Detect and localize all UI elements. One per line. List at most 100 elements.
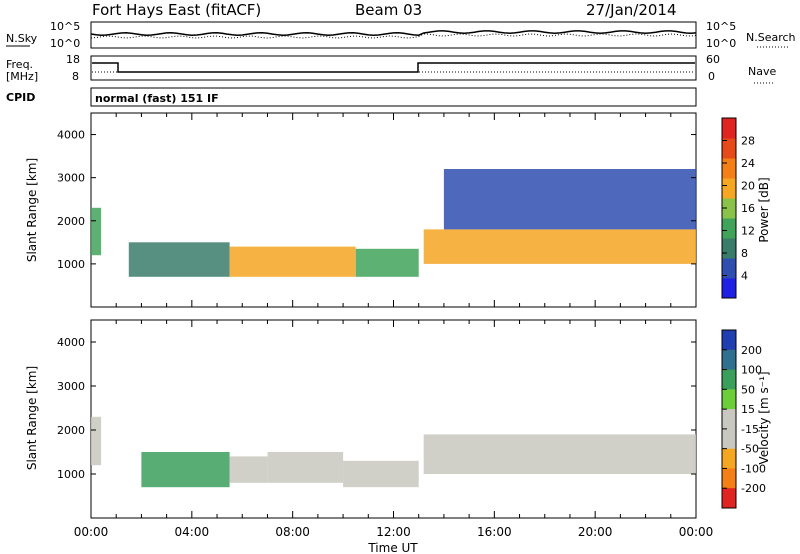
y-tick-label: 2000 bbox=[57, 424, 85, 437]
power-y-ticks: 1000 2000 3000 4000 bbox=[57, 129, 696, 271]
colorbar-segment bbox=[722, 468, 736, 489]
colorbar-segment bbox=[722, 278, 736, 299]
colorbar-tick-label: -200 bbox=[741, 482, 766, 495]
velocity-colorbar-label: Velocity [m s⁻¹] bbox=[757, 371, 771, 464]
noise-right-tick-high: 10^5 bbox=[706, 20, 736, 33]
freq-panel-frame bbox=[90, 55, 697, 81]
scatter-region bbox=[355, 248, 419, 277]
time-tick-label: 12:00 bbox=[376, 525, 411, 539]
time-tick-label: 04:00 bbox=[175, 525, 210, 539]
freq-label-line2: [MHz] bbox=[6, 70, 38, 83]
colorbar-tick-label: 12 bbox=[741, 225, 755, 238]
power-ylabel: Slant Range [km] bbox=[25, 158, 39, 262]
noise-left-tick-high: 10^5 bbox=[50, 20, 80, 33]
figure-title: Fort Hays East (fitACF) bbox=[92, 1, 261, 19]
colorbar-segment bbox=[722, 158, 736, 179]
colorbar-tick-label: 8 bbox=[741, 247, 748, 260]
nave-label: Nave bbox=[748, 65, 776, 78]
colorbar-segment bbox=[722, 198, 736, 219]
colorbar-tick-label: 24 bbox=[741, 157, 755, 170]
velocity-ylabel: Slant Range [km] bbox=[25, 366, 39, 470]
velocity-panel: 1000 2000 3000 4000 Slant Range [km] bbox=[25, 319, 697, 519]
velocity-panel-frame bbox=[90, 319, 697, 519]
scatter-region bbox=[443, 169, 696, 230]
power-panel: 1000 2000 3000 4000 Slant Range [km] bbox=[25, 112, 697, 308]
scatter-region bbox=[423, 229, 696, 264]
y-tick-label: 4000 bbox=[57, 129, 85, 142]
frequency-trace bbox=[92, 62, 695, 73]
freq-tick-low: 8 bbox=[72, 70, 79, 83]
y-tick-label: 2000 bbox=[57, 215, 85, 228]
colorbar-tick-label: -50 bbox=[741, 443, 759, 456]
colorbar-segment bbox=[722, 389, 736, 410]
time-tick-label: 00:00 bbox=[74, 525, 109, 539]
scatter-region bbox=[128, 242, 230, 277]
velocity-colorbar: 200 100 50 15 -15 -50 -100 -200 bbox=[721, 329, 766, 509]
colorbar-tick-label: 15 bbox=[741, 403, 755, 416]
colorbar-segment bbox=[722, 448, 736, 469]
colorbar-tick-label: 200 bbox=[741, 344, 762, 357]
velocity-x-ticks bbox=[90, 320, 697, 518]
colorbar-segment bbox=[722, 118, 736, 139]
noise-right-label: N.Search bbox=[746, 31, 796, 44]
noise-left-tick-low: 10^0 bbox=[50, 37, 80, 50]
scatter-region bbox=[91, 207, 102, 256]
noise-right-tick-low: 10^0 bbox=[706, 37, 736, 50]
noise-traces bbox=[90, 30, 697, 39]
colorbar-segment bbox=[722, 218, 736, 239]
colorbar-tick-label: 28 bbox=[741, 135, 755, 148]
beam-label: Beam 03 bbox=[355, 1, 422, 19]
freq-tick-high: 18 bbox=[66, 53, 80, 66]
colorbar-tick-label: -15 bbox=[741, 423, 759, 436]
colorbar-segment bbox=[722, 178, 736, 199]
colorbar-segment bbox=[722, 138, 736, 159]
y-tick-label: 1000 bbox=[57, 468, 85, 481]
y-tick-label: 4000 bbox=[57, 336, 85, 349]
colorbar-segment bbox=[722, 349, 736, 371]
colorbar-segment bbox=[722, 258, 736, 279]
scatter-region bbox=[423, 434, 696, 474]
time-tick-label: 00:00 bbox=[679, 525, 714, 539]
noise-left-label: N.Sky bbox=[6, 32, 38, 45]
colorbar-tick-label: 20 bbox=[741, 180, 755, 193]
scatter-region bbox=[229, 456, 268, 483]
y-tick-label: 3000 bbox=[57, 380, 85, 393]
scatter-region bbox=[141, 452, 230, 488]
colorbar-segment bbox=[722, 369, 736, 390]
mode-text: normal (fast) 151 IF bbox=[95, 92, 219, 105]
power-colorbar-label: Power [dB] bbox=[757, 177, 771, 242]
nave-tick-high: 60 bbox=[706, 53, 720, 66]
cpid-panel-frame bbox=[90, 87, 697, 107]
velocity-data bbox=[91, 416, 696, 488]
time-axis-label: Time UT bbox=[367, 541, 418, 554]
colorbar-segment bbox=[722, 488, 736, 509]
nave-tick-low: 0 bbox=[708, 70, 715, 83]
colorbar-tick-label: 4 bbox=[741, 270, 748, 283]
power-data bbox=[91, 169, 696, 277]
scatter-region bbox=[229, 246, 356, 277]
noise-sky-trace bbox=[90, 30, 697, 36]
colorbar-segment bbox=[722, 238, 736, 259]
scatter-region bbox=[91, 416, 102, 466]
date-label: 27/Jan/2014 bbox=[586, 1, 677, 19]
colorbar-tick-label: 16 bbox=[741, 202, 755, 215]
y-tick-label: 3000 bbox=[57, 172, 85, 185]
colorbar-segment bbox=[722, 428, 736, 450]
time-tick-label: 16:00 bbox=[477, 525, 512, 539]
time-tick-label: 08:00 bbox=[275, 525, 310, 539]
cpid-label: CPID bbox=[6, 91, 35, 104]
freq-label-line1: Freq. bbox=[6, 58, 33, 71]
colorbar-segment bbox=[722, 409, 736, 430]
power-colorbar: 4 8 12 16 20 24 28 bbox=[721, 117, 755, 299]
scatter-region bbox=[267, 452, 344, 483]
colorbar-tick-label: 100 bbox=[741, 364, 762, 377]
colorbar-frame bbox=[721, 329, 737, 509]
power-x-ticks bbox=[90, 113, 697, 307]
colorbar-tick-label: -100 bbox=[741, 462, 766, 475]
y-tick-label: 1000 bbox=[57, 258, 85, 271]
colorbar-tick-label: 50 bbox=[741, 383, 755, 396]
scatter-region bbox=[343, 460, 419, 488]
velocity-y-ticks: 1000 2000 3000 4000 bbox=[57, 336, 696, 481]
noise-panel-frame bbox=[90, 21, 697, 49]
